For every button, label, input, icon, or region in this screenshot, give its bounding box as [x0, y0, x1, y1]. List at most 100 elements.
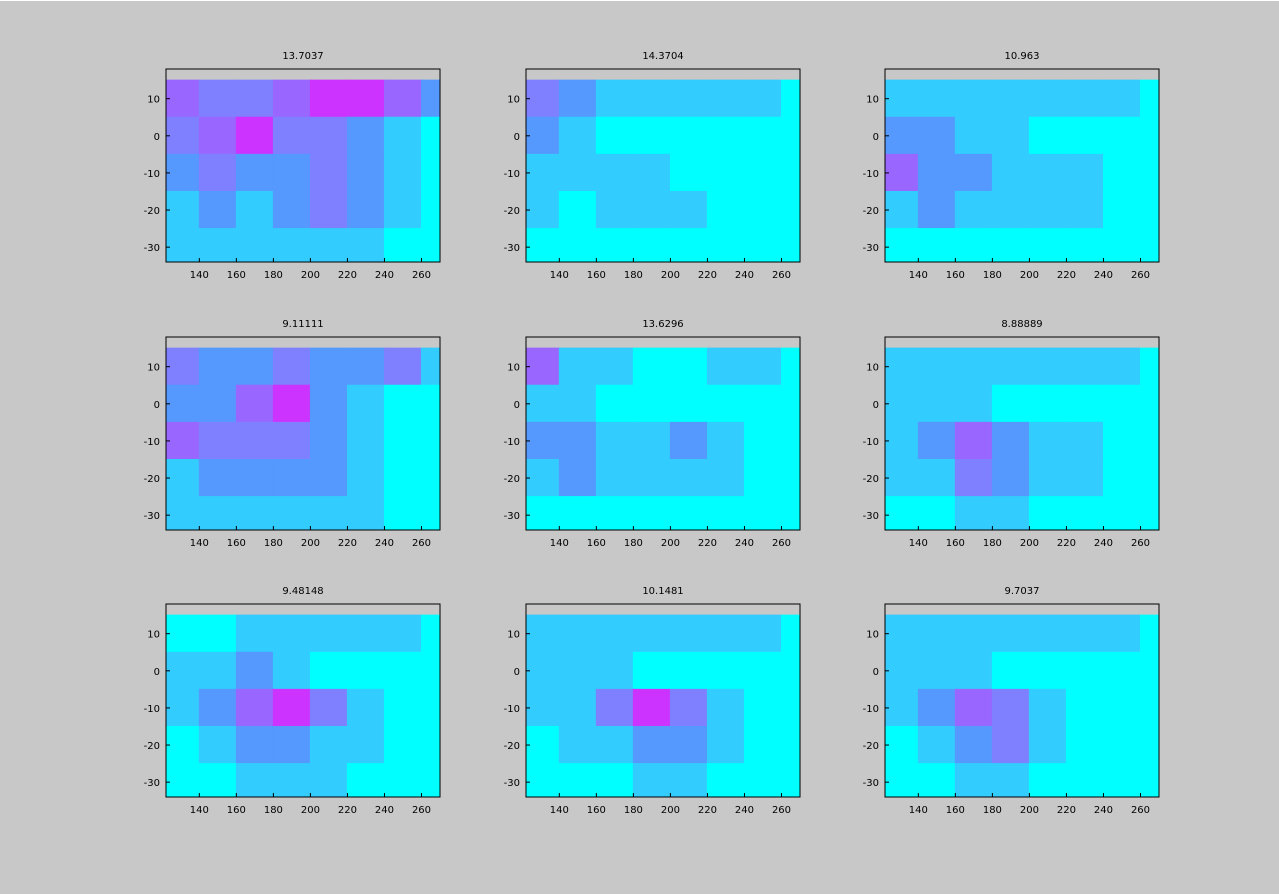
x-tick-label: 220 [338, 805, 357, 816]
contour-cell [706, 763, 745, 797]
contour-cell [346, 153, 385, 192]
contour-cell [526, 688, 560, 727]
contour-cell [917, 763, 956, 797]
contour-cell [595, 228, 634, 262]
contour-cell [198, 496, 237, 530]
contour-cell [1065, 421, 1104, 460]
contour-cell [166, 614, 200, 653]
contour-cell [885, 458, 919, 498]
contour-cell [991, 614, 1030, 653]
y-tick-label: 10 [147, 95, 160, 106]
contour-field [166, 347, 440, 530]
contour-cell [383, 190, 422, 230]
contour-cell [991, 384, 1030, 423]
y-tick-label: -20 [863, 474, 879, 485]
contour-cell [526, 153, 560, 192]
x-tick-label: 220 [698, 538, 717, 549]
contour-cell [420, 421, 440, 460]
contour-cell [669, 421, 708, 460]
contour-cell [420, 228, 440, 262]
contour-cell [669, 725, 708, 765]
contour-cell [1028, 190, 1067, 230]
panel-title: 9.11111 [282, 319, 323, 330]
x-tick-label: 180 [624, 270, 643, 281]
x-tick-label: 180 [264, 538, 283, 549]
contour-cell [420, 458, 440, 498]
contour-cell [632, 688, 671, 727]
contour-cell [780, 458, 800, 498]
contour-cell [885, 228, 919, 262]
contour-cell [420, 496, 440, 530]
contour-cell [780, 496, 800, 530]
contour-cell [272, 153, 311, 192]
contour-cell [272, 79, 311, 118]
contour-cell [526, 763, 560, 797]
x-tick-label: 240 [1094, 538, 1113, 549]
contour-cell [526, 190, 560, 230]
contour-cell [198, 228, 237, 262]
contour-cell [743, 688, 782, 727]
contour-cell [1139, 458, 1159, 498]
contour-cell [669, 228, 708, 262]
contour-cell [235, 116, 274, 155]
y-tick-label: 10 [147, 363, 160, 374]
contour-cell [346, 228, 385, 262]
y-tick-label: 0 [873, 132, 879, 143]
y-tick-label: 0 [873, 667, 879, 678]
contour-cell [272, 651, 311, 690]
contour-cell [1028, 421, 1067, 460]
contour-cell [309, 651, 348, 690]
x-tick-label: 180 [983, 805, 1002, 816]
contour-cell [346, 614, 385, 653]
contour-cell [885, 688, 919, 727]
contour-cell [235, 421, 274, 460]
contour-cell [917, 725, 956, 765]
contour-cell [1139, 347, 1159, 386]
contour-cell [706, 458, 745, 498]
x-tick-label: 200 [1020, 270, 1039, 281]
contour-cell [198, 458, 237, 498]
contour-cell [706, 688, 745, 727]
contour-cell [1028, 116, 1067, 155]
contour-cell [1139, 116, 1159, 155]
contour-cell [1028, 153, 1067, 192]
contour-cell [526, 725, 560, 765]
y-tick-label: 10 [866, 95, 879, 106]
contour-cell [346, 190, 385, 230]
contour-cell [917, 651, 956, 690]
panel-title: 9.48148 [282, 586, 323, 597]
contour-cell [309, 228, 348, 262]
contour-cell [346, 725, 385, 765]
contour-cell [198, 190, 237, 230]
contour-cell [991, 651, 1030, 690]
contour-cell [780, 228, 800, 262]
x-tick-label: 200 [301, 805, 320, 816]
y-tick-label: 0 [873, 400, 879, 411]
contour-cell [1139, 614, 1159, 653]
contour-cell [743, 458, 782, 498]
y-tick-label: -10 [144, 169, 160, 180]
contour-cell [706, 496, 745, 530]
contour-cell [706, 79, 745, 118]
contour-cell [166, 384, 200, 423]
panel: 9.11111 140 160 180 200 220 240 260 10 0 -10 -20 -30 [144, 319, 441, 549]
contour-cell [558, 79, 597, 118]
x-tick-label: 240 [735, 538, 754, 549]
contour-cell [1102, 384, 1141, 423]
y-tick-label: 0 [154, 667, 160, 678]
x-tick-label: 140 [909, 805, 928, 816]
contour-cell [1028, 228, 1067, 262]
contour-cell [743, 347, 782, 386]
contour-cell [346, 458, 385, 498]
contour-cell [166, 496, 200, 530]
x-tick-label: 220 [1057, 270, 1076, 281]
contour-cell [669, 347, 708, 386]
contour-cell [309, 190, 348, 230]
contour-cell [595, 688, 634, 727]
contour-cell [420, 153, 440, 192]
contour-cell [780, 347, 800, 386]
contour-cell [1139, 79, 1159, 118]
contour-cell [991, 421, 1030, 460]
contour-cell [1065, 228, 1104, 262]
contour-cell [309, 496, 348, 530]
